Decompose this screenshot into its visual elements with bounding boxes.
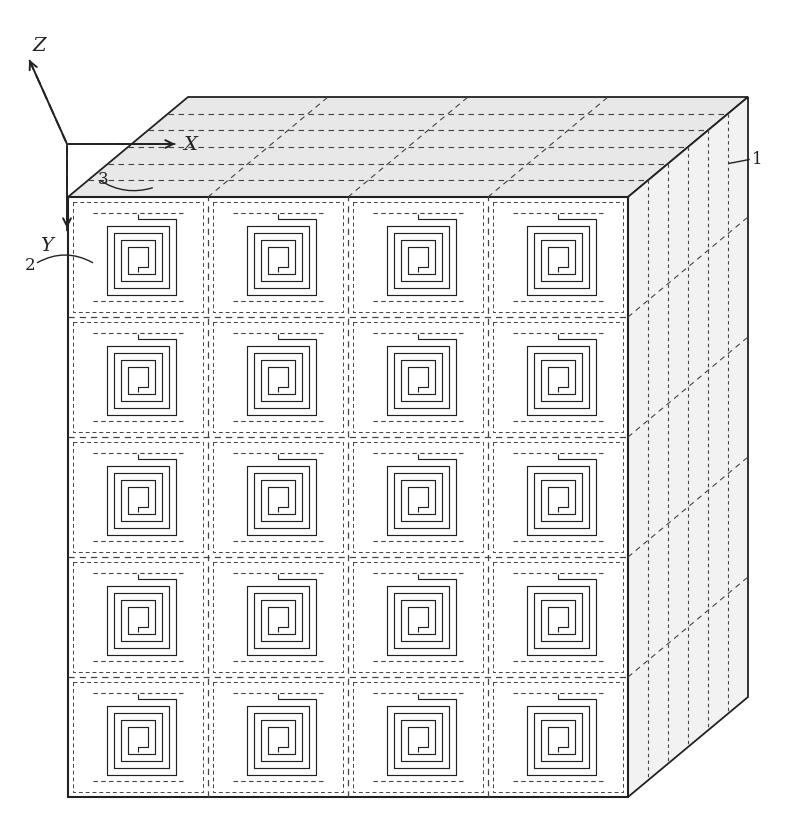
- Text: 3: 3: [98, 171, 109, 188]
- Text: X: X: [183, 136, 197, 154]
- Polygon shape: [68, 98, 748, 197]
- Text: Y: Y: [40, 237, 53, 255]
- FancyArrowPatch shape: [38, 256, 93, 263]
- Polygon shape: [68, 197, 628, 797]
- Text: 1: 1: [752, 152, 762, 168]
- Text: Z: Z: [33, 37, 46, 55]
- FancyArrowPatch shape: [100, 181, 152, 192]
- Text: 2: 2: [24, 256, 35, 274]
- Polygon shape: [628, 98, 748, 797]
